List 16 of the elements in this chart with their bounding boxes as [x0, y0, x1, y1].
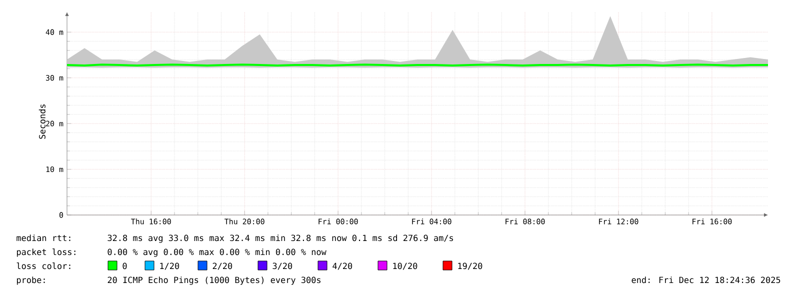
text: end: Fri Dec 12 18:24:36 2025 — [632, 276, 780, 284]
text: 0 — [122, 262, 127, 270]
text: median rtt: — [16, 234, 70, 242]
text: 10/20 — [393, 262, 418, 270]
text: 1/20 — [160, 262, 180, 270]
text: 20 ICMP Echo Pings (1000 Bytes) every 300s — [108, 276, 320, 285]
text: 3/20 — [272, 262, 292, 270]
text: 0.00 % avg 0.00 % max 0.00 % min 0.00 % now — [108, 248, 326, 257]
text: 4/20 — [332, 262, 352, 270]
text: packet loss: — [16, 248, 76, 257]
text: 19/20 — [458, 262, 482, 270]
y-axis-title: Seconds — [38, 104, 46, 139]
text: loss color: — [16, 262, 70, 270]
text: 2/20 — [212, 262, 232, 270]
text: 32.8 ms avg 33.0 ms max 32.4 ms min 32.8 ms now 0.1 ms sd 276.9 am/s — [108, 234, 454, 243]
text: probe: — [16, 276, 45, 285]
